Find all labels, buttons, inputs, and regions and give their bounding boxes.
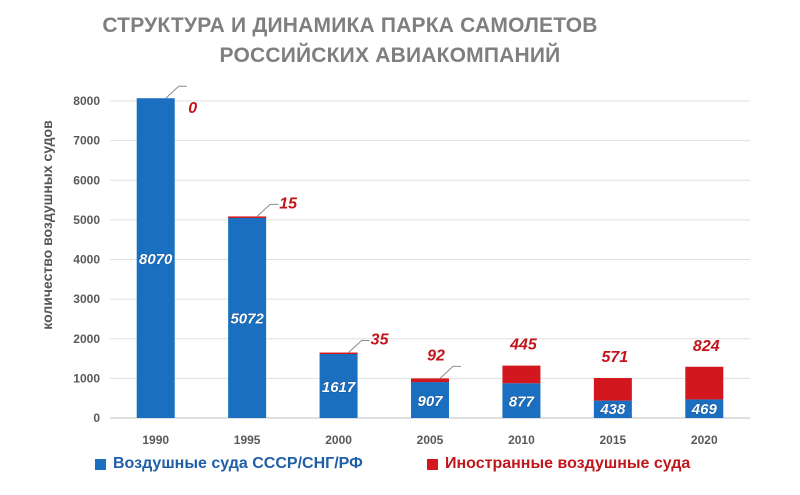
bar-foreign [593,378,632,401]
legend-swatch-domestic [95,458,106,470]
bar-domestic [136,98,175,418]
data-label-foreign: 571 [602,349,629,366]
bar-foreign [502,365,541,384]
data-label-domestic: 5072 [230,311,264,328]
bar-foreign [411,378,449,383]
data-labels: 8070 0 5072 15 1617 35 907 92 877 445 438 571 469 824 [139,85,720,418]
legend-item-domestic: Воздушные суда СССР/СНГ/РФ [95,455,363,473]
y-tick-label: 4000 [73,253,100,267]
data-label-foreign: 15 [279,195,298,212]
y-tick-label: 6000 [73,173,100,187]
chart-subtitle: РОССИЙСКИХ АВИАКОМПАНИЙ [219,44,561,67]
bar-domestic [593,400,632,418]
leader-line [256,203,279,217]
data-label-domestic: 877 [509,394,535,411]
x-tick-label: 2015 [600,433,627,447]
x-tick-label: 2005 [417,433,444,447]
legend-label-foreign: Иностранные воздушные суда [445,455,691,472]
y-tick-label: 2000 [73,332,100,346]
x-axis: 1990 1995 2000 2005 2010 2015 2020 [142,433,718,447]
leader-line [348,340,370,353]
chart-title: СТРУКТУРА И ДИНАМИКА ПАРКА САМОЛЕТОВ [102,14,598,37]
bar-domestic [685,399,724,418]
data-label-domestic: 1617 [322,379,356,396]
data-label-domestic: 8070 [139,251,173,268]
y-tick-label: 0 [93,411,100,425]
data-label-foreign: 445 [509,337,538,354]
data-label-foreign: 92 [427,347,445,364]
data-label-domestic: 907 [417,393,443,410]
x-tick-label: 1990 [142,433,169,447]
y-tick-label: 7000 [73,134,100,148]
bar-foreign [319,352,358,355]
gridlines [110,100,750,419]
bar-foreign [228,216,267,218]
bars [136,98,724,418]
bar-domestic [228,217,267,418]
bar-domestic [319,353,358,418]
data-label-domestic: 438 [599,401,626,418]
bar-domestic [502,383,541,418]
data-label-foreign: 35 [371,332,390,349]
legend-item-foreign: Иностранные воздушные суда [427,455,690,473]
legend-label-domestic: Воздушные суда СССР/СНГ/РФ [113,455,363,472]
x-tick-label: 2010 [508,433,535,447]
data-label-foreign: 0 [188,100,197,117]
y-tick-label: 8000 [73,94,100,108]
y-tick-label: 5000 [73,213,100,227]
x-tick-label: 1995 [234,433,261,447]
legend-swatch-foreign [427,458,438,470]
leader-line [439,365,461,379]
bar-foreign [685,366,724,400]
y-tick-label: 3000 [73,292,100,306]
y-axis-label: количество воздушных судов [39,120,55,330]
bar-domestic [411,382,449,418]
leader-line [165,85,187,99]
x-tick-label: 2020 [691,433,718,447]
data-label-foreign: 824 [693,338,720,355]
data-label-domestic: 469 [691,401,718,418]
y-axis: 0 1000 2000 3000 4000 5000 6000 7000 8000 [73,94,100,425]
y-tick-label: 1000 [73,371,100,385]
x-tick-label: 2000 [325,433,352,447]
